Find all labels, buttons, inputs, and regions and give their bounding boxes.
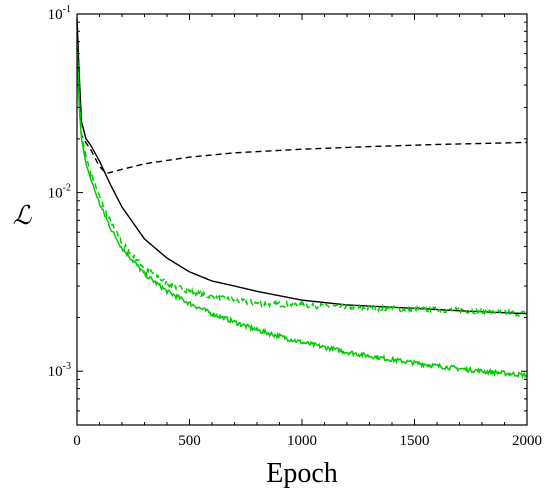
series-line-3: [76, 41, 528, 318]
series-line-4: [76, 47, 528, 380]
x-axis-title: Epoch: [266, 458, 338, 489]
y-axis-title: ℒ: [13, 201, 33, 230]
x-tick-label: 2000: [512, 433, 542, 449]
series-layer: [76, 17, 528, 380]
x-tick-label: 500: [178, 433, 201, 449]
plot-frame: [76, 13, 528, 426]
x-tick-label: 1500: [400, 433, 430, 449]
series-line-1: [76, 17, 528, 315]
y-tick-label: 10-1: [48, 4, 71, 23]
y-tick-label: 10-2: [48, 183, 71, 202]
x-tick-label: 0: [73, 433, 81, 449]
x-tick-label: 1000: [287, 433, 317, 449]
series-line-2: [76, 22, 528, 175]
ticks-layer: 0 500 1000 1500 2000 10-3 10-2 10-1: [48, 4, 542, 449]
y-tick-label: 10-3: [48, 361, 71, 380]
